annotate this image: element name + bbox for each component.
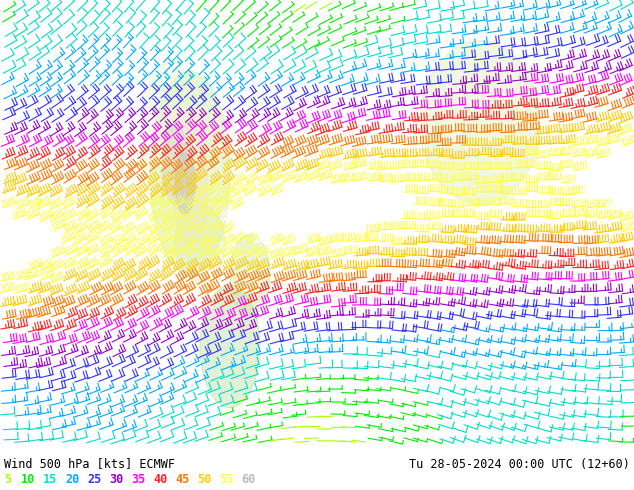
Ellipse shape xyxy=(162,122,188,204)
Ellipse shape xyxy=(420,41,540,204)
Ellipse shape xyxy=(200,285,260,408)
Text: 30: 30 xyxy=(109,473,123,486)
Text: Wind 500 hPa [kts] ECMWF: Wind 500 hPa [kts] ECMWF xyxy=(4,458,175,470)
Text: 50: 50 xyxy=(197,473,211,486)
Ellipse shape xyxy=(175,204,225,285)
Text: 45: 45 xyxy=(175,473,190,486)
Text: 55: 55 xyxy=(219,473,233,486)
Ellipse shape xyxy=(172,122,207,245)
Ellipse shape xyxy=(140,61,200,224)
Ellipse shape xyxy=(150,72,230,275)
Ellipse shape xyxy=(175,153,195,214)
Ellipse shape xyxy=(230,234,270,316)
Text: 60: 60 xyxy=(241,473,256,486)
Text: 10: 10 xyxy=(21,473,36,486)
Text: 40: 40 xyxy=(153,473,167,486)
Text: Tu 28-05-2024 00:00 UTC (12+60): Tu 28-05-2024 00:00 UTC (12+60) xyxy=(409,458,630,470)
Text: 15: 15 xyxy=(43,473,57,486)
Text: 25: 25 xyxy=(87,473,101,486)
Text: 5: 5 xyxy=(4,473,11,486)
Text: 20: 20 xyxy=(65,473,79,486)
Text: 35: 35 xyxy=(131,473,145,486)
